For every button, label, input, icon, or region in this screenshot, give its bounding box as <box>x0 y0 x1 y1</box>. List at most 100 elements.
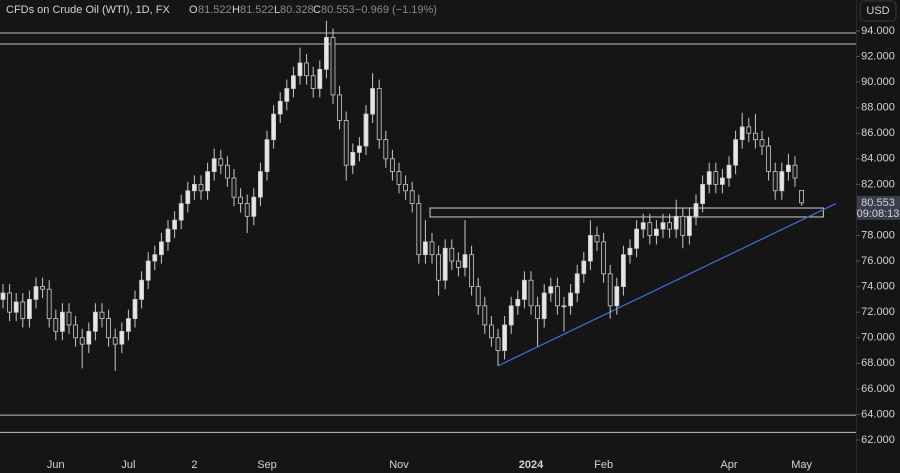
candle-body <box>112 337 118 345</box>
currency-label[interactable]: USD <box>866 5 889 17</box>
candle-body <box>264 139 270 172</box>
high-value: 81.522 <box>240 4 274 16</box>
candle-body <box>561 305 567 308</box>
candle-body <box>779 171 785 192</box>
candle-body <box>231 177 237 198</box>
candle-body <box>323 36 329 70</box>
candle-body <box>515 299 521 307</box>
candle-body <box>7 292 12 313</box>
candle-body <box>475 286 481 307</box>
candle-body <box>442 247 448 281</box>
candle-body <box>13 301 19 313</box>
candle-body <box>594 235 600 243</box>
candle-body <box>693 203 699 217</box>
candle-body <box>66 311 72 326</box>
candle-body <box>139 279 145 300</box>
candle-body <box>508 305 514 326</box>
x-tick-label: Jun <box>47 459 65 471</box>
y-tick-label: 64.000 <box>861 408 895 420</box>
candle-body <box>753 132 758 141</box>
candle-body <box>304 62 310 77</box>
candle-body <box>383 139 389 160</box>
candle-body <box>488 324 494 339</box>
candle-body <box>614 286 620 307</box>
change-value: −0.969 (−1.19%) <box>355 4 437 16</box>
last-price-label: 80.553 <box>861 197 895 209</box>
candle-body <box>271 113 277 141</box>
candle-body <box>706 171 712 185</box>
candle-body <box>33 286 39 300</box>
y-tick-label: 62.000 <box>861 434 895 446</box>
candle-body <box>713 171 719 185</box>
y-tick-label: 68.000 <box>861 357 895 369</box>
candle-body <box>53 318 59 332</box>
candle-body <box>535 305 540 319</box>
candle-body <box>700 183 705 204</box>
candle-body <box>687 215 692 236</box>
y-tick-label: 88.000 <box>861 102 895 114</box>
candle-body <box>726 164 732 179</box>
currency-button[interactable] <box>859 0 897 22</box>
low-label: L <box>274 4 280 16</box>
candle-body <box>224 164 230 179</box>
candle-body <box>548 286 554 294</box>
candle-body <box>799 190 804 204</box>
y-tick-label: 84.000 <box>861 153 895 165</box>
candle-body <box>172 219 178 230</box>
candle-body <box>356 145 362 153</box>
candle-body <box>79 337 85 345</box>
candle-body <box>337 94 343 121</box>
candle-body <box>667 222 672 230</box>
candle-body <box>126 318 131 332</box>
candle-body <box>363 113 369 147</box>
candle-body <box>581 260 587 275</box>
candle-body <box>733 139 738 166</box>
high-label: H <box>232 4 240 16</box>
candle-body <box>502 324 508 351</box>
candle-body <box>257 171 263 198</box>
candle-body <box>786 164 791 172</box>
candle-body <box>205 171 211 192</box>
support-zone <box>429 207 824 218</box>
candle-body <box>73 324 78 339</box>
candle-body <box>40 286 45 290</box>
candle-body <box>528 279 534 307</box>
candle-body <box>211 158 217 172</box>
x-tick-label: May <box>791 459 812 471</box>
candle-body <box>0 292 6 300</box>
candle-body <box>20 301 26 319</box>
x-tick-label: 2 <box>191 459 197 471</box>
candle-body <box>495 337 501 351</box>
candle-body <box>607 273 613 307</box>
y-tick-label: 94.000 <box>861 25 895 37</box>
countdown-label: 09:08:13 <box>857 208 900 220</box>
candle-body <box>277 100 283 115</box>
x-tick-label: Sep <box>257 459 277 471</box>
candle-body <box>158 241 164 256</box>
candle-body <box>739 126 745 141</box>
candle-body <box>647 222 653 236</box>
candle-body <box>555 286 560 307</box>
candle-body <box>403 183 409 192</box>
y-tick-label: 72.000 <box>861 306 895 318</box>
candle-body <box>350 152 356 166</box>
candle-body <box>119 330 125 345</box>
trendline <box>497 203 837 367</box>
candle-body <box>106 318 111 339</box>
candle-body <box>26 299 32 319</box>
candle-body <box>436 254 442 281</box>
candle-body <box>627 247 633 256</box>
candle-body <box>191 183 197 192</box>
candle-body <box>178 203 184 221</box>
candle-body <box>198 183 204 192</box>
candle-body <box>640 222 646 230</box>
x-tick-label: Apr <box>720 459 737 471</box>
y-tick-label: 90.000 <box>861 76 895 88</box>
candle-body <box>238 196 244 204</box>
candle-body <box>759 139 765 147</box>
candle-body <box>251 196 257 217</box>
candle-body <box>343 120 349 166</box>
